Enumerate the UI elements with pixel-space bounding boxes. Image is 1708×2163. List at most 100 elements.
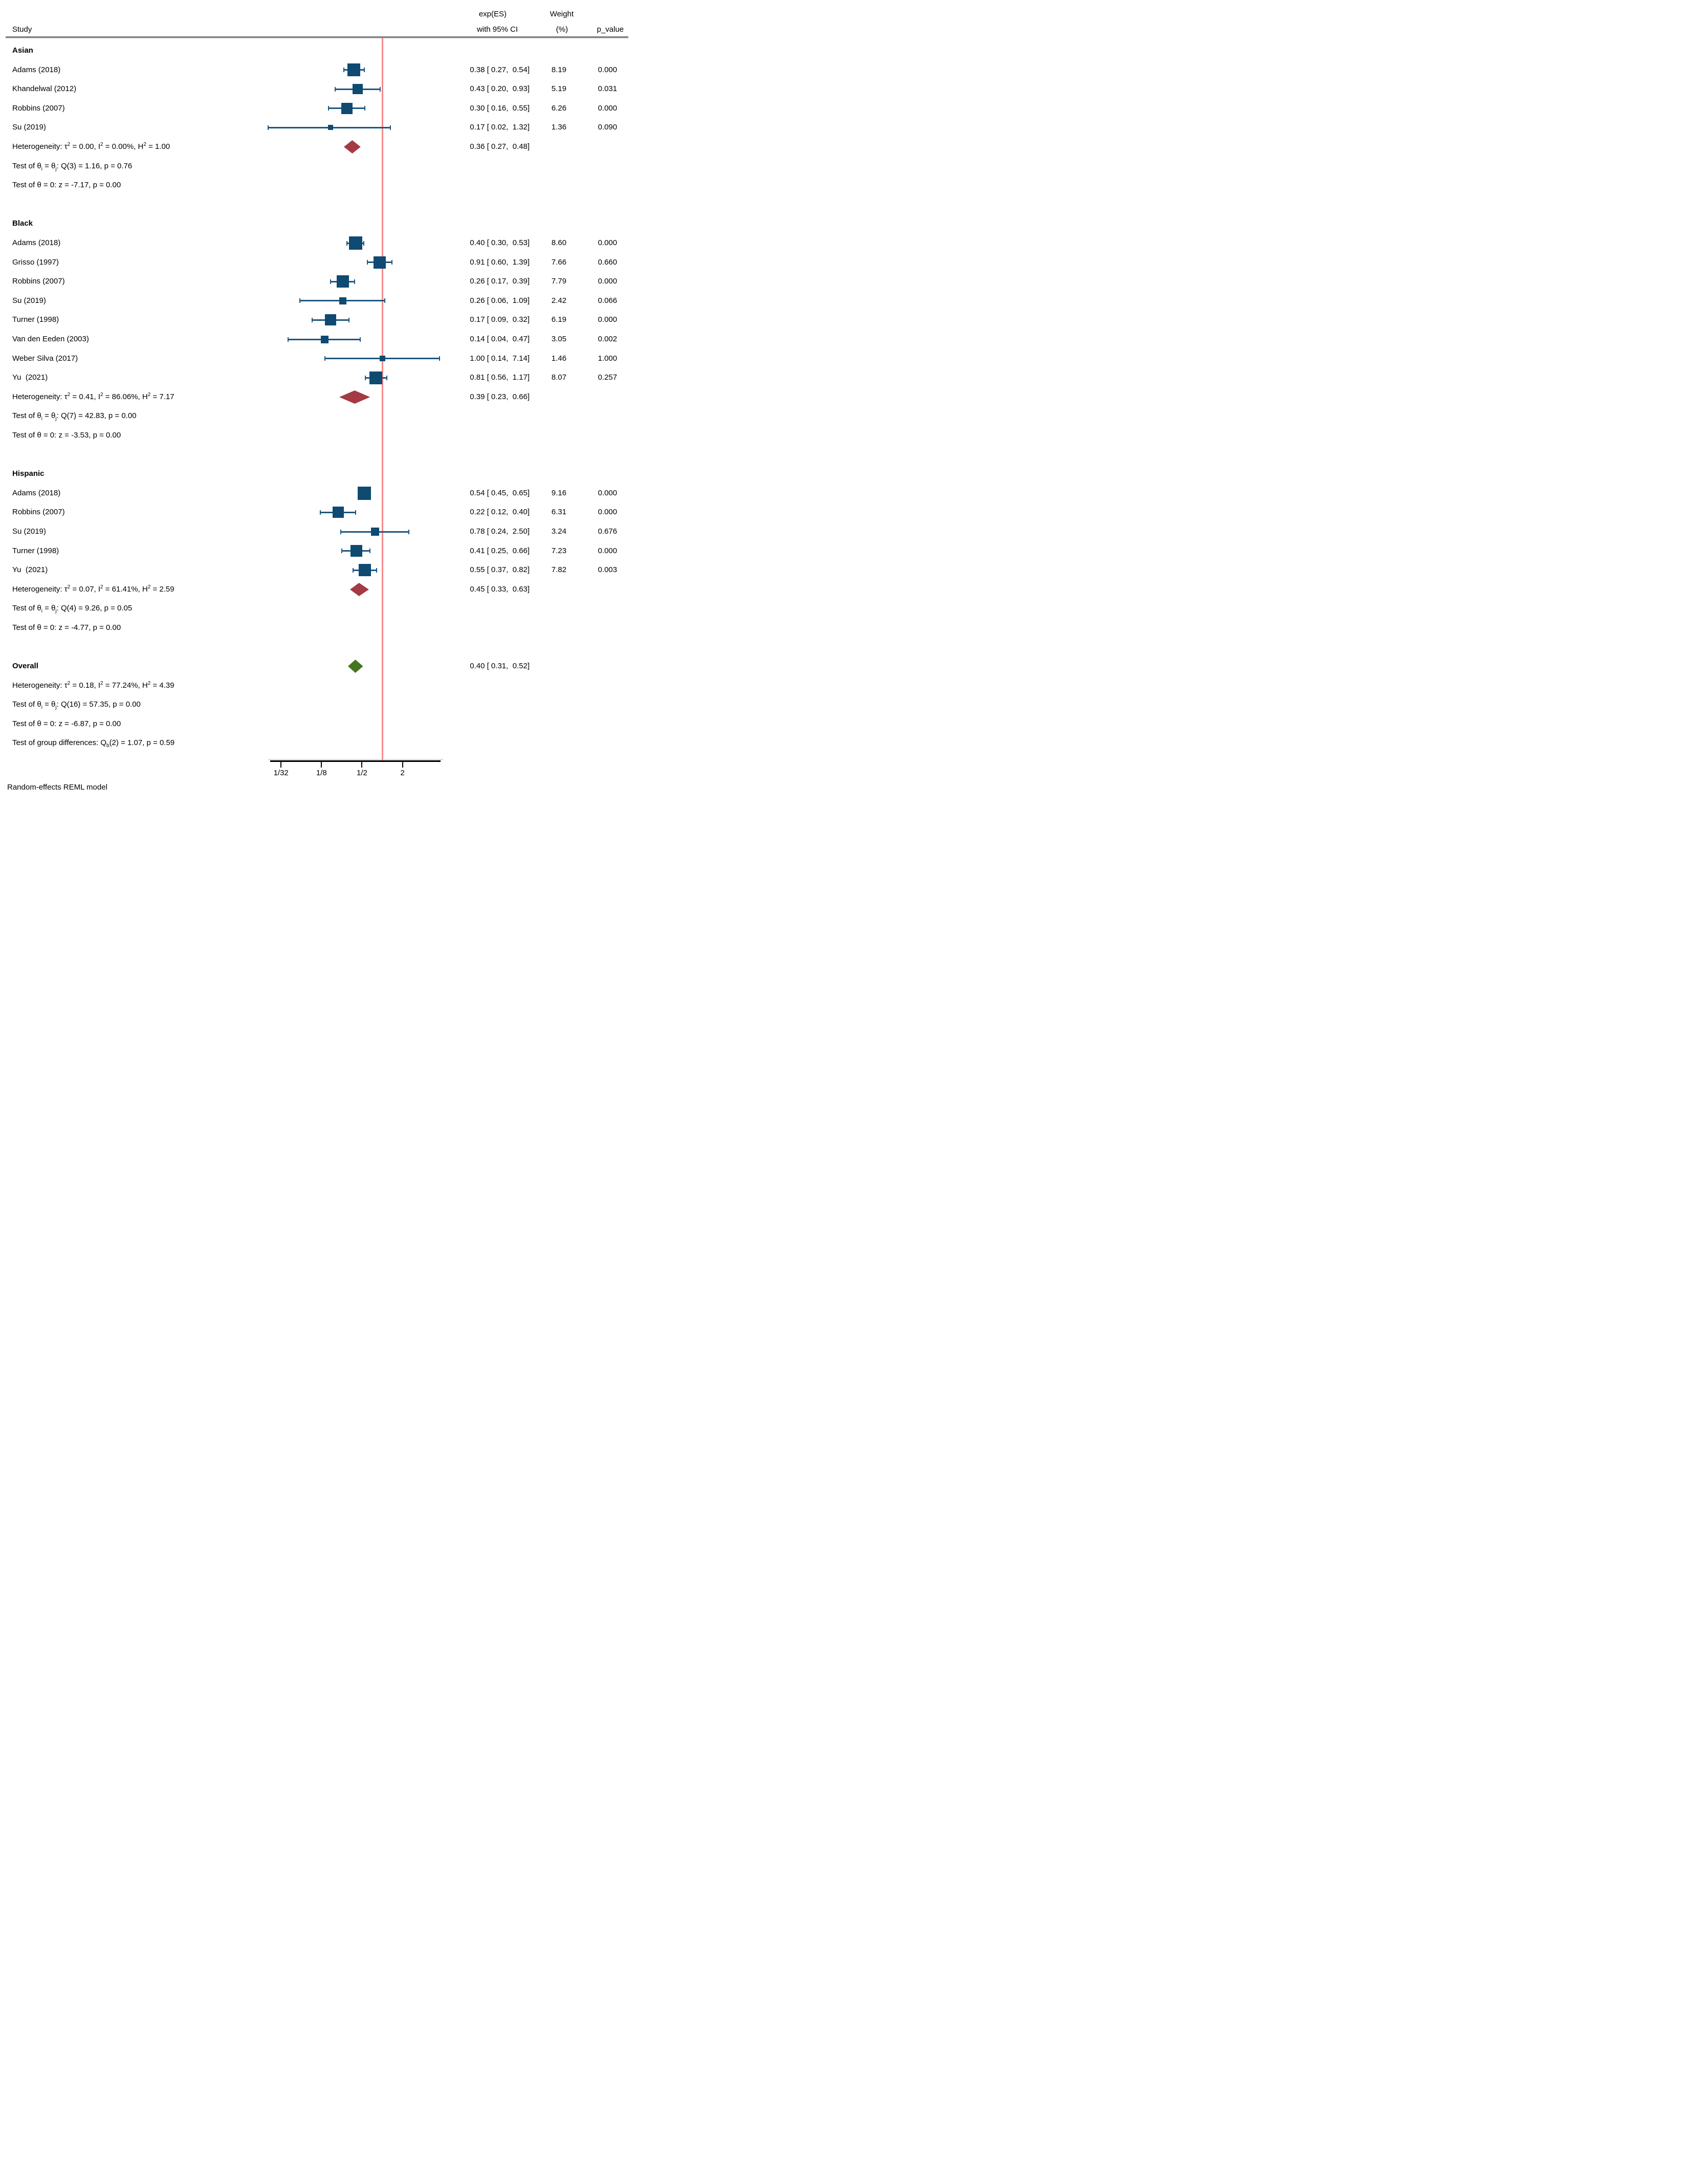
es-ci-value: 1.00 [ 0.14, 7.14]: [470, 354, 530, 363]
ci-cap-right: [384, 298, 385, 303]
ci-cap-right: [355, 510, 356, 515]
weight-value: 7.23: [551, 546, 566, 555]
subgroup-diamond: [349, 582, 369, 596]
test-theta-zero-text: Test of θ = 0: z = -4.77, p = 0.00: [12, 623, 121, 632]
study-label: Su (2019): [12, 296, 46, 305]
column-header-es-line2: with 95% CI: [476, 25, 518, 34]
study-label: Adams (2018): [12, 238, 61, 247]
column-header-weight-line1: Weight: [550, 10, 574, 18]
weight-value: 6.19: [551, 315, 566, 324]
ci-cap-left: [319, 510, 321, 515]
ci-cap-left: [288, 337, 289, 342]
p-value: 1.000: [598, 354, 617, 363]
ci-cap-left: [299, 298, 301, 303]
ci-cap-left: [330, 279, 331, 284]
ci-cap-right: [363, 68, 365, 73]
effect-size-square: [339, 297, 347, 304]
ci-cap-right: [363, 241, 364, 246]
effect-size-square: [357, 486, 371, 500]
ci-cap-right: [354, 279, 356, 284]
weight-value: 6.31: [551, 508, 566, 517]
study-label: Su (2019): [12, 527, 46, 536]
es-ci-value: 0.22 [ 0.12, 0.40]: [470, 508, 530, 517]
ci-cap-left: [346, 241, 348, 246]
ci-cap-left: [267, 125, 269, 130]
effect-size-square: [350, 545, 362, 557]
p-value: 0.676: [598, 527, 617, 536]
es-ci-value: 0.17 [ 0.02, 1.32]: [470, 123, 530, 132]
column-header-pvalue: p_value: [597, 25, 624, 34]
weight-value: 3.05: [551, 335, 566, 343]
p-value: 0.000: [598, 65, 617, 74]
effect-size-square: [332, 507, 344, 518]
effect-size-square: [369, 371, 383, 384]
es-ci-value: 0.17 [ 0.09, 0.32]: [470, 315, 530, 324]
ci-cap-left: [366, 260, 368, 265]
plot-bottom-edge: [268, 759, 443, 760]
study-label: Adams (2018): [12, 65, 61, 74]
ci-cap-left: [353, 567, 354, 573]
p-value: 0.257: [598, 373, 617, 382]
test-theta-zero-text: Test of θ = 0: z = -6.87, p = 0.00: [12, 719, 121, 728]
effect-size-square: [347, 63, 361, 77]
group-label: Black: [12, 219, 33, 228]
es-ci-value: 0.36 [ 0.27, 0.48]: [470, 142, 530, 151]
es-ci-value: 0.78 [ 0.24, 2.50]: [470, 527, 530, 536]
group-label: Hispanic: [12, 469, 45, 478]
effect-size-square: [341, 102, 353, 114]
es-ci-value: 0.38 [ 0.27, 0.54]: [470, 65, 530, 74]
ci-cap-right: [369, 549, 371, 554]
ci-cap-left: [324, 356, 325, 361]
ci-cap-right: [391, 260, 392, 265]
p-value: 0.000: [598, 315, 617, 324]
study-label: Adams (2018): [12, 488, 61, 497]
p-value: 0.000: [598, 238, 617, 247]
es-ci-value: 0.26 [ 0.17, 0.39]: [470, 277, 530, 286]
effect-size-square: [327, 125, 333, 130]
ci-cap-right: [439, 356, 441, 361]
effect-size-square: [358, 564, 371, 577]
heterogeneity-text: Heterogeneity: τ2 = 0.07, I2 = 61.41%, H…: [12, 584, 174, 594]
study-label: Turner (1998): [12, 546, 59, 555]
es-ci-value: 0.40 [ 0.31, 0.52]: [470, 662, 530, 671]
study-label: Yu (2021): [12, 565, 48, 575]
x-axis-line: [270, 760, 441, 762]
study-label: Robbins (2007): [12, 277, 65, 286]
ci-cap-right: [376, 567, 377, 573]
ci-cap-left: [328, 106, 330, 111]
weight-value: 9.16: [551, 488, 566, 497]
ci-cap-right: [389, 125, 391, 130]
x-axis-tick-label: 1/32: [273, 769, 289, 777]
ci-cap-right: [364, 106, 365, 111]
x-axis-tick-label: 1/2: [357, 769, 367, 777]
study-label: Robbins (2007): [12, 103, 65, 113]
weight-value: 1.46: [551, 354, 566, 363]
weight-value: 1.36: [551, 123, 566, 132]
es-ci-value: 0.39 [ 0.23, 0.66]: [470, 392, 530, 401]
test-theta-ij-text: Test of θi = θj: Q(4) = 9.26, p = 0.05: [12, 604, 133, 615]
weight-value: 2.42: [551, 296, 566, 305]
column-header-study: Study: [12, 25, 32, 34]
weight-value: 3.24: [551, 527, 566, 536]
ci-cap-right: [386, 375, 387, 380]
effect-size-square: [348, 236, 362, 250]
p-value: 0.000: [598, 508, 617, 517]
p-value: 0.003: [598, 565, 617, 575]
ci-cap-right: [408, 529, 410, 534]
group-difference-text: Test of group differences: Qb(2) = 1.07,…: [12, 738, 175, 749]
study-label: Robbins (2007): [12, 508, 65, 517]
heterogeneity-text: Heterogeneity: τ2 = 0.41, I2 = 86.06%, H…: [12, 391, 174, 401]
ci-cap-left: [335, 86, 336, 92]
p-value: 0.000: [598, 103, 617, 113]
study-label: Weber Silva (2017): [12, 354, 78, 363]
effect-size-square: [337, 275, 349, 288]
es-ci-value: 0.54 [ 0.45, 0.65]: [470, 488, 530, 497]
study-label: Turner (1998): [12, 315, 59, 324]
weight-value: 6.26: [551, 103, 566, 113]
x-axis-tick: [402, 762, 403, 768]
weight-value: 7.66: [551, 257, 566, 267]
group-label: Asian: [12, 46, 33, 55]
column-header-es-line1: exp(ES): [478, 10, 507, 18]
ci-cap-left: [343, 68, 345, 73]
test-theta-zero-text: Test of θ = 0: z = -7.17, p = 0.00: [12, 181, 121, 190]
